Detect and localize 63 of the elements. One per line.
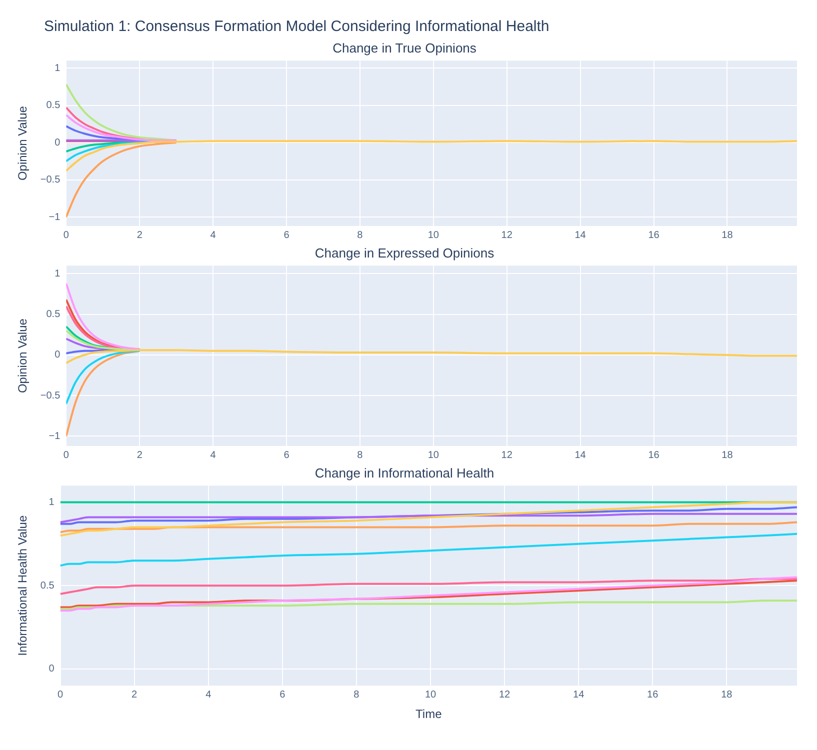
x-tick-label: 6 xyxy=(284,450,290,461)
x-tick-label: 12 xyxy=(501,230,513,241)
chart-title: Change in Informational Health xyxy=(314,465,494,480)
x-tick-label: 16 xyxy=(648,230,660,241)
line-series xyxy=(66,142,178,218)
x-tick-label: 6 xyxy=(284,230,290,241)
x-tick-label: 6 xyxy=(280,689,286,700)
chart-title: Change in Expressed Opinions xyxy=(314,245,495,260)
line-series xyxy=(66,350,141,405)
x-tick-label: 14 xyxy=(574,450,586,461)
y-tick-label: −1 xyxy=(48,431,61,442)
x-tick-label: 8 xyxy=(354,689,360,700)
line-series xyxy=(60,600,797,610)
y-tick-label: 0 xyxy=(54,137,61,148)
x-tick-label: 18 xyxy=(721,689,733,700)
y-tick-label: 1 xyxy=(54,268,61,280)
x-tick-label: 14 xyxy=(574,230,586,241)
line-series xyxy=(66,114,178,142)
x-tick-label: 10 xyxy=(428,230,440,241)
line-series xyxy=(60,521,797,534)
y-axis-title: Opinion Value xyxy=(16,318,30,394)
y-axis-title: Informational Health Value xyxy=(16,515,30,656)
y-tick-label: −0.5 xyxy=(40,390,61,402)
y-tick-label: −1 xyxy=(48,212,61,223)
y-tick-label: 0.5 xyxy=(46,309,61,320)
line-series xyxy=(60,578,797,595)
line-series xyxy=(60,532,797,567)
x-tick-label: 12 xyxy=(501,450,513,461)
line-series xyxy=(60,512,797,524)
y-tick-label: 0 xyxy=(54,350,61,361)
y-tick-label: 0 xyxy=(48,664,55,675)
x-tick-label: 18 xyxy=(722,230,734,241)
line-series xyxy=(60,501,797,537)
x-tick-label: 14 xyxy=(573,689,585,700)
x-tick-label: 4 xyxy=(206,689,212,700)
x-tick-label: 2 xyxy=(136,230,143,241)
x-tick-label: 12 xyxy=(498,689,511,700)
y-tick-label: 0.5 xyxy=(40,580,55,592)
y-tick-label: 1 xyxy=(54,62,61,74)
x-tick-label: 4 xyxy=(210,450,216,461)
x-tick-label: 10 xyxy=(424,689,436,700)
line-series xyxy=(66,140,797,172)
x-tick-label: 0 xyxy=(63,230,70,241)
x-tick-label: 16 xyxy=(647,689,659,700)
x-tick-label: 18 xyxy=(722,450,734,461)
x-tick-label: 16 xyxy=(648,450,660,461)
x-tick-label: 0 xyxy=(63,450,70,461)
line-series xyxy=(66,349,797,364)
x-tick-label: 10 xyxy=(428,450,440,461)
x-tick-label: 8 xyxy=(357,450,364,461)
x-tick-label: 2 xyxy=(132,689,138,700)
y-tick-label: −0.5 xyxy=(40,174,61,186)
line-series xyxy=(66,282,141,350)
chart-subtitle: Change in True Opinions xyxy=(332,40,477,56)
x-axis-title: Time xyxy=(416,707,442,722)
x-tick-label: 8 xyxy=(357,230,364,241)
y-tick-label: 1 xyxy=(48,497,55,508)
x-tick-label: 4 xyxy=(210,230,216,241)
line-series xyxy=(66,83,178,142)
y-axis-title: Opinion Value xyxy=(16,106,30,181)
x-tick-label: 2 xyxy=(136,450,143,461)
y-tick-label: 0.5 xyxy=(46,100,61,112)
chart-title: Simulation 1: Consensus Formation Model Considering Informational Health xyxy=(43,17,550,37)
